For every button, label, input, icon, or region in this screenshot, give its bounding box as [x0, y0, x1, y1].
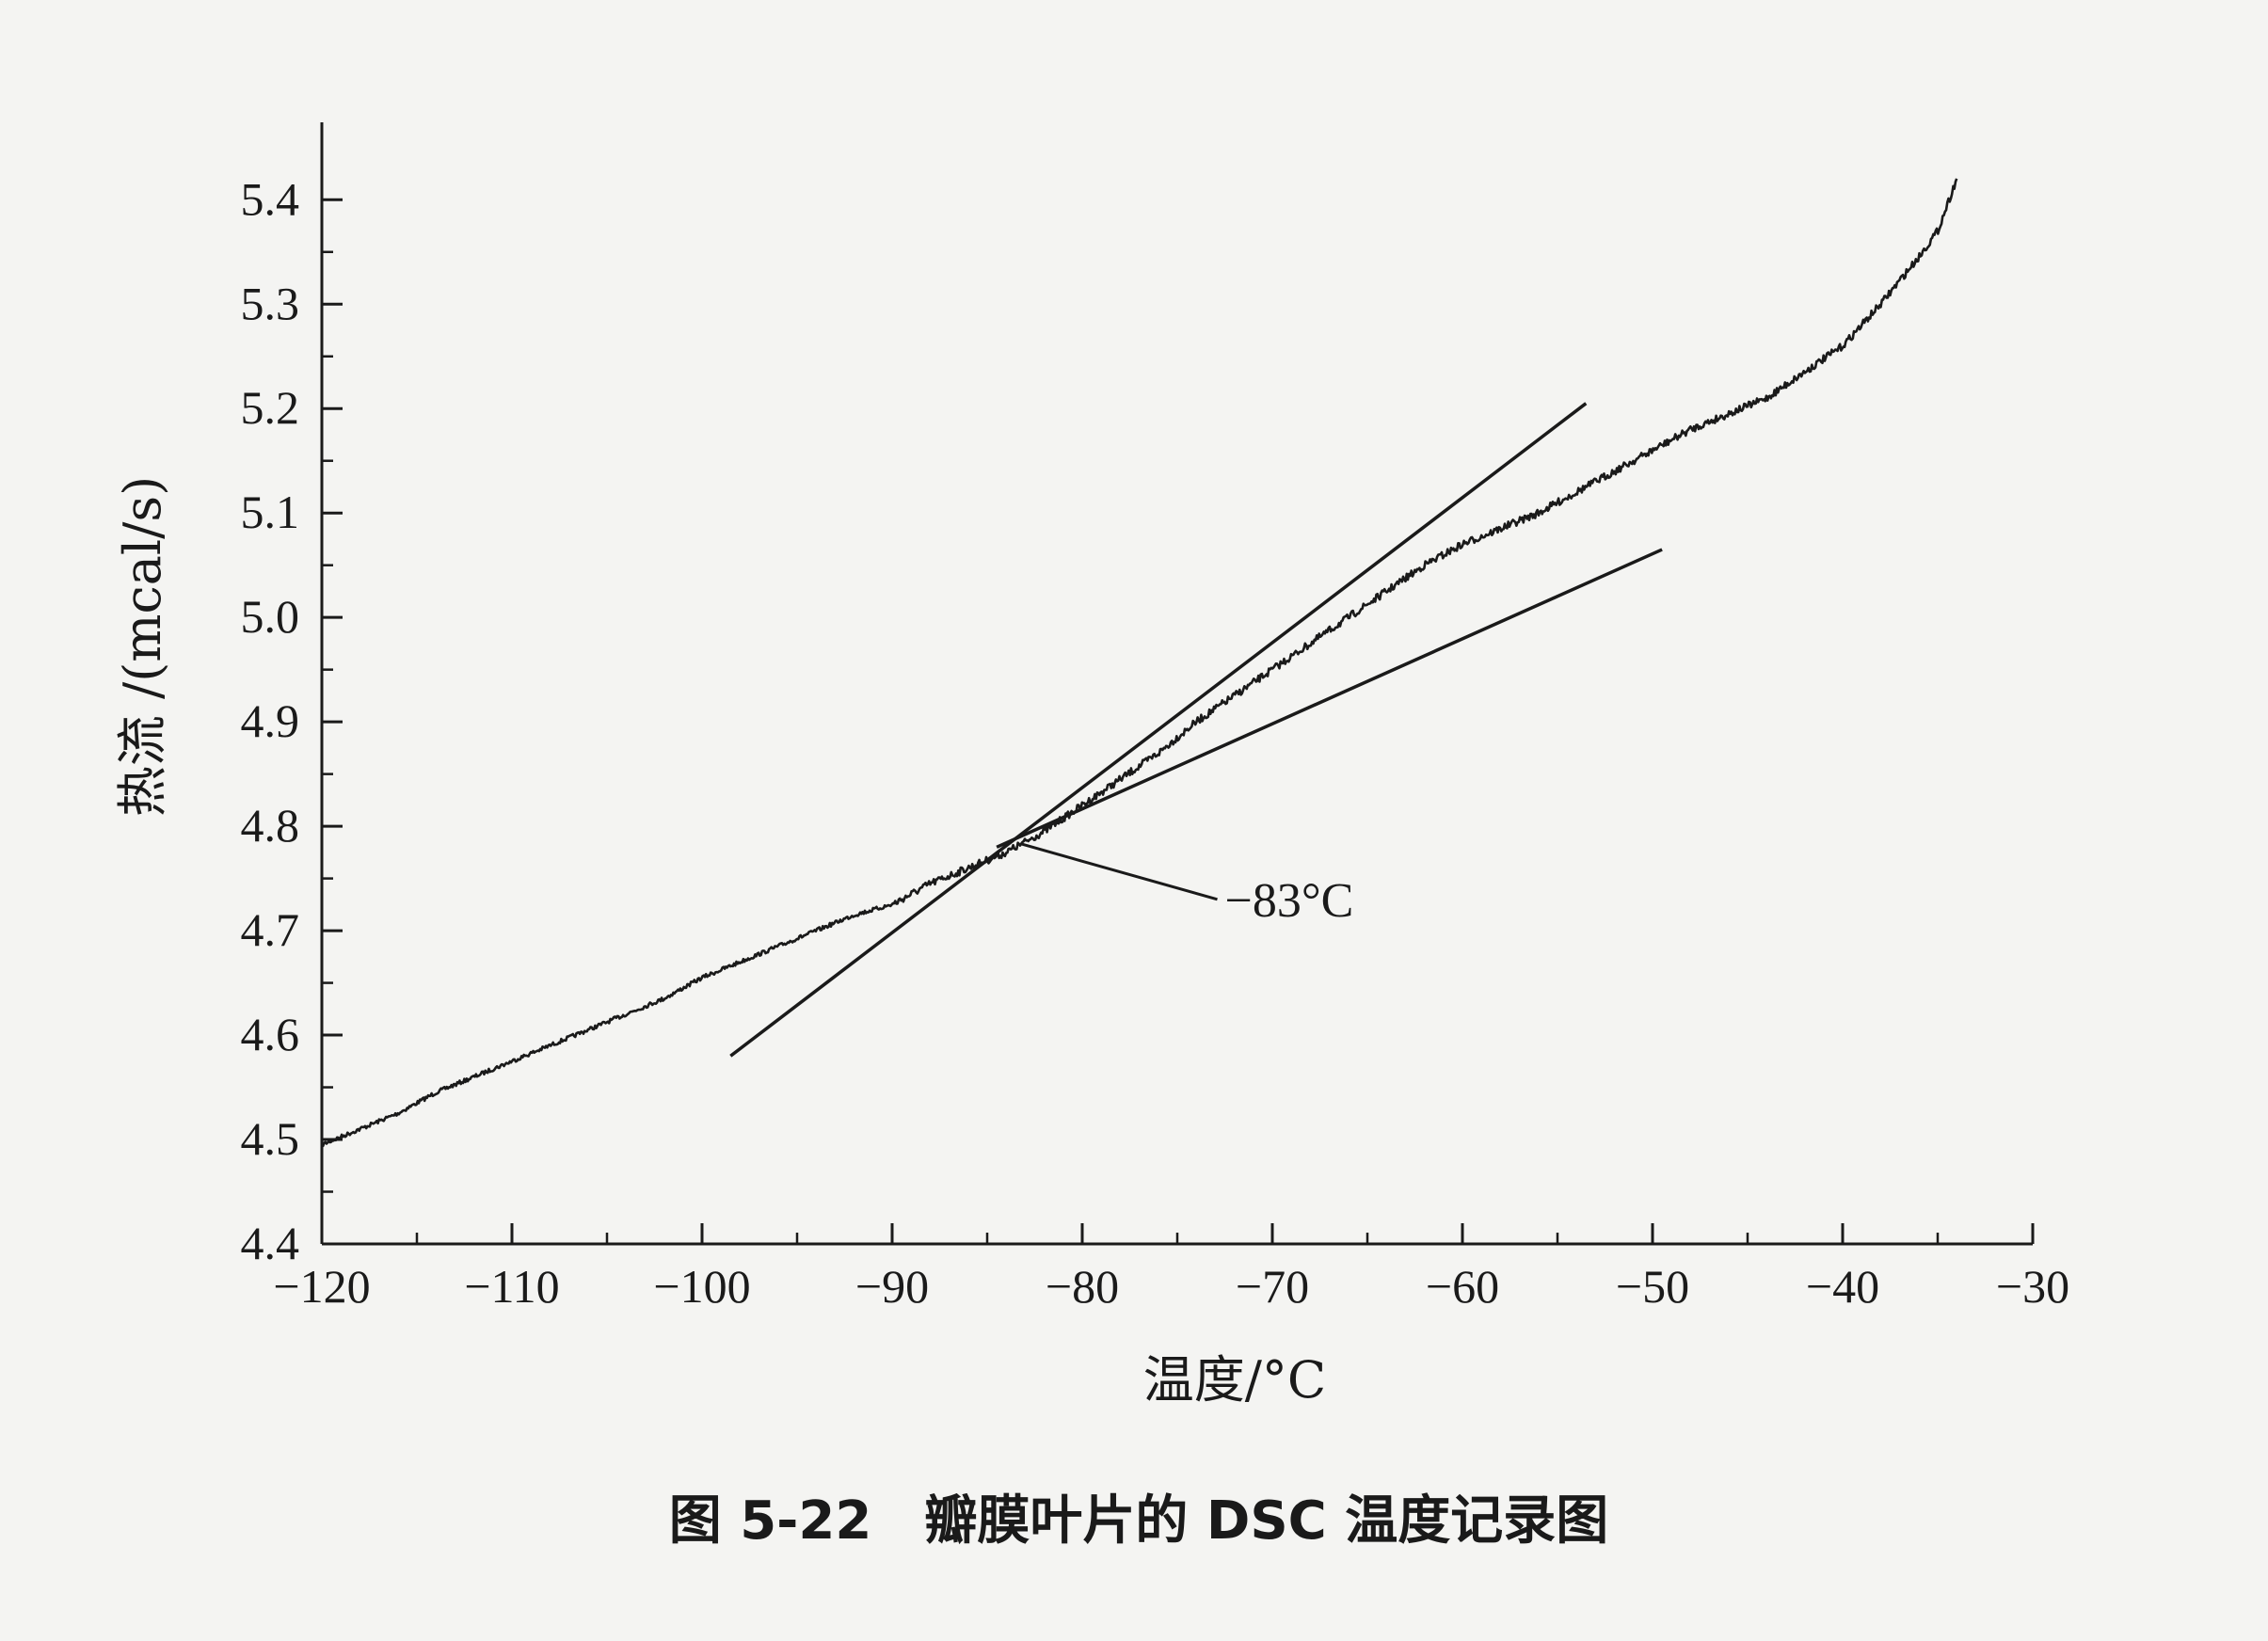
x-tick-label: −60	[1426, 1260, 1499, 1313]
tangent-lines	[729, 402, 1663, 1058]
annotation: −83°C	[1020, 842, 1354, 928]
y-tick-label: 4.6	[241, 1008, 300, 1060]
x-axis-label: 温度/°C	[1143, 1350, 1327, 1410]
annotation-leader	[1020, 842, 1218, 901]
y-tick-label: 5.0	[241, 590, 300, 643]
x-tick-label: −70	[1236, 1260, 1309, 1313]
annotation-label: −83°C	[1225, 874, 1354, 928]
y-tick-label: 4.9	[241, 694, 300, 747]
y-tick-label: 4.5	[241, 1112, 300, 1165]
figure-caption: 图 5-22 瓣膜叶片的 DSC 温度记录图	[669, 1490, 1609, 1552]
y-tick-label: 4.8	[241, 799, 300, 852]
y-ticks: 4.4 4.5 4.6 4.7 4.8 4.9 5.0 5.1 5.2 5.3 5.4	[241, 172, 343, 1269]
x-tick-label: −90	[855, 1260, 929, 1313]
y-tick-label: 5.1	[241, 486, 300, 538]
y-tick-label: 5.2	[241, 381, 300, 434]
tangent-line	[729, 402, 1588, 1058]
y-axis-label: 热流 /(mcal/s)	[113, 476, 172, 817]
x-tick-label: −40	[1806, 1260, 1879, 1313]
tangent-line	[996, 548, 1663, 849]
y-tick-label: 4.4	[241, 1217, 300, 1269]
x-tick-label: −110	[464, 1260, 559, 1313]
y-tick-label: 4.7	[241, 903, 300, 956]
axes	[320, 122, 2035, 1246]
x-tick-label: −80	[1046, 1260, 1119, 1313]
x-tick-label: −100	[653, 1260, 750, 1313]
x-ticks: −120 −110 −100 −90 −80 −70 −60 −50 −40 −30	[273, 1223, 2069, 1313]
x-tick-label: −120	[273, 1260, 370, 1313]
y-tick-label: 5.3	[241, 277, 300, 329]
y-tick-label: 5.4	[241, 172, 300, 225]
series	[320, 178, 1958, 1148]
x-tick-label: −50	[1616, 1260, 1689, 1313]
heat-flow-trace	[320, 178, 1958, 1148]
x-tick-label: −30	[1996, 1260, 2069, 1313]
